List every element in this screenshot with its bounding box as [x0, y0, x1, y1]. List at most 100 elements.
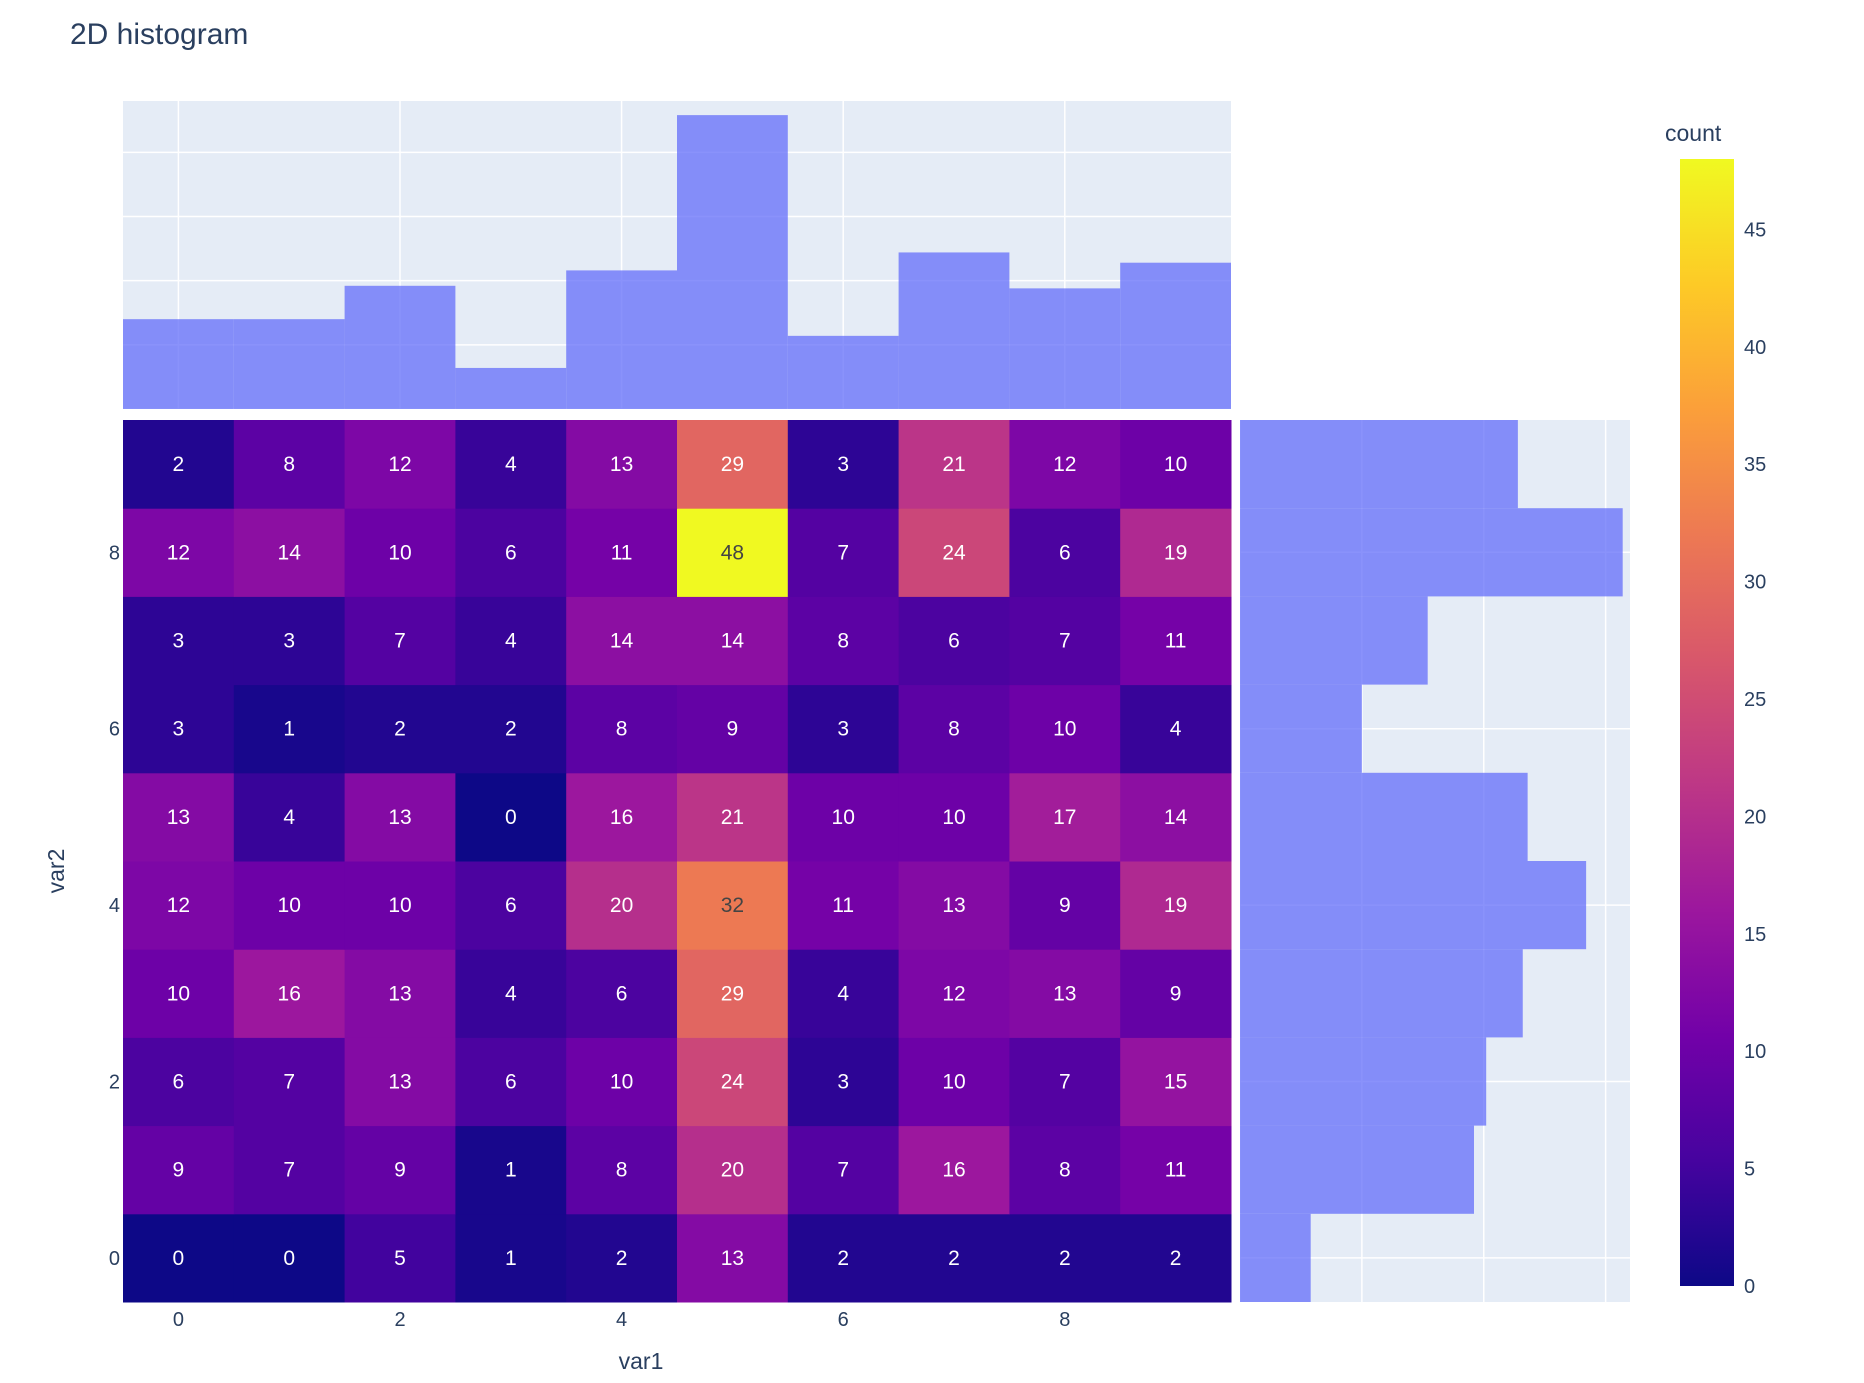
heatmap-cell	[344, 772, 456, 862]
heatmap-cell	[677, 861, 789, 950]
heatmap-cell-label: 32	[721, 894, 744, 917]
heatmap-cell	[233, 1037, 346, 1127]
heatmap-cell	[344, 861, 456, 950]
heatmap-cell	[344, 1037, 456, 1127]
heatmap-cell-label: 13	[721, 1247, 744, 1270]
heatmap-cell	[1120, 1125, 1232, 1215]
colorbar-tick-label: 20	[1744, 806, 1766, 828]
heatmap-cell-label: 8	[616, 718, 628, 741]
heatmap-cell-label: 10	[167, 982, 190, 1005]
heatmap-cell	[898, 420, 1010, 509]
heatmap-cell-label: 29	[721, 982, 744, 1005]
heatmap-cell	[123, 420, 235, 509]
heatmap-cell	[677, 508, 789, 597]
heatmap-cell	[787, 1213, 900, 1303]
heatmap-cell-label: 4	[1170, 718, 1182, 741]
heatmap-cell	[1120, 508, 1232, 597]
heatmap-cell-label: 16	[942, 1159, 965, 1182]
heatmap-cell	[566, 1125, 678, 1215]
top-marginal-bar	[787, 335, 899, 409]
heatmap-cell-label: 3	[837, 718, 849, 741]
heatmap-cell-label: 7	[837, 1159, 849, 1182]
heatmap-cell-label: 4	[505, 453, 517, 476]
heatmap-cell-label: 3	[173, 630, 185, 653]
heatmap-cell-label: 11	[1165, 1159, 1187, 1182]
heatmap-cell-label: 1	[505, 1247, 517, 1270]
heatmap-cell	[344, 596, 456, 686]
top-marginal-bar	[1120, 262, 1231, 409]
heatmap-cell-label: 9	[1059, 894, 1071, 917]
heatmap-cell	[344, 684, 456, 774]
right-marginal-bar	[1240, 772, 1528, 861]
x-tick-label: 4	[616, 1309, 627, 1331]
heatmap-cell-label: 24	[721, 1071, 745, 1094]
heatmap-cell	[898, 949, 1010, 1038]
heatmap-cell	[1009, 420, 1121, 509]
heatmap-cell	[1009, 949, 1121, 1038]
heatmap-cell	[1120, 772, 1232, 862]
heatmap-cell-label: 2	[173, 453, 185, 476]
heatmap-cell	[898, 684, 1010, 774]
heatmap-cell-label: 8	[616, 1159, 628, 1182]
heatmap-cell	[344, 508, 456, 597]
heatmap-cell-label: 3	[837, 453, 849, 476]
heatmap-cell	[566, 861, 678, 950]
heatmap-cell-label: 4	[837, 982, 849, 1005]
heatmap-cell	[233, 772, 346, 862]
heatmap-cell-label: 13	[167, 806, 190, 829]
heatmap-cell-label: 19	[1164, 894, 1187, 917]
heatmap-cell-label: 8	[1059, 1159, 1071, 1182]
heatmap-cell-label: 9	[1170, 982, 1182, 1005]
colorbar-gradient	[1680, 159, 1734, 1286]
heatmap-cell	[1120, 1037, 1232, 1127]
heatmap-cell-label: 7	[837, 541, 849, 564]
heatmap-cell	[898, 1213, 1010, 1303]
heatmap-cell	[123, 1125, 235, 1215]
heatmap-cell	[677, 684, 789, 774]
heatmap-cell-label: 20	[610, 894, 633, 917]
heatmap-cell-label: 11	[832, 894, 854, 917]
heatmap-cell-label: 0	[283, 1247, 295, 1270]
heatmap-cell-label: 0	[505, 806, 517, 829]
heatmap-cell	[1120, 861, 1232, 950]
heatmap-cell	[677, 1037, 789, 1127]
heatmap-cell	[787, 508, 900, 597]
heatmap-cell-label: 2	[394, 718, 406, 741]
heatmap-cell	[898, 596, 1010, 686]
heatmap-cell-label: 6	[505, 1071, 517, 1094]
heatmap-cell	[1009, 1213, 1121, 1303]
heatmap-cell-label: 6	[616, 982, 628, 1005]
right-marginal-bar	[1240, 684, 1362, 773]
heatmap-cell-label: 3	[283, 630, 295, 653]
heatmap-cell	[787, 949, 900, 1038]
heatmap-cell	[898, 508, 1010, 597]
heatmap-cell	[455, 1125, 567, 1215]
heatmap-cell-label: 2	[837, 1247, 849, 1270]
colorbar-tick-label: 10	[1744, 1041, 1766, 1063]
colorbar-tick-label: 5	[1744, 1159, 1755, 1181]
heatmap-cell-label: 21	[721, 806, 744, 829]
heatmap-cell	[455, 596, 567, 686]
right-marginal-bar	[1240, 508, 1623, 597]
heatmap-cell-label: 7	[394, 630, 406, 653]
right-marginal-bar	[1240, 1037, 1487, 1126]
heatmap-cell	[677, 772, 789, 862]
heatmap-cell	[677, 1125, 789, 1215]
heatmap-cell	[123, 596, 235, 686]
heatmap-cell-label: 1	[505, 1159, 517, 1182]
heatmap-cell-label: 14	[721, 630, 745, 653]
heatmap-cell	[1009, 1037, 1121, 1127]
heatmap-cell-label: 10	[942, 1071, 965, 1094]
heatmap-cell-label: 13	[942, 894, 965, 917]
x-tick-label: 6	[838, 1309, 849, 1331]
heatmap-cell-label: 6	[1059, 541, 1071, 564]
heatmap-cell	[455, 420, 567, 509]
x-tick-label: 0	[173, 1309, 184, 1331]
heatmap-cell-label: 11	[1165, 630, 1187, 653]
y-tick-label: 8	[109, 542, 120, 564]
heatmap-cell-label: 13	[610, 453, 633, 476]
x-tick-label: 8	[1059, 1309, 1070, 1331]
heatmap-cell	[1120, 949, 1232, 1038]
heatmap-cell	[123, 1037, 235, 1127]
heatmap-cell	[455, 1037, 567, 1127]
